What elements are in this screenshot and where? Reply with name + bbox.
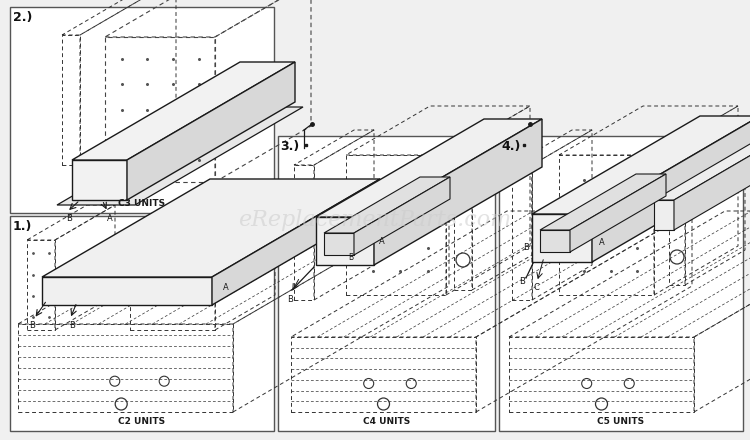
Text: C: C — [533, 283, 539, 293]
Text: B: B — [66, 213, 72, 223]
Polygon shape — [532, 214, 592, 262]
Polygon shape — [354, 177, 450, 255]
Text: B: B — [69, 320, 75, 330]
Bar — [278, 136, 495, 431]
Polygon shape — [57, 107, 303, 205]
Text: B: B — [29, 320, 35, 330]
Text: 1.): 1.) — [13, 220, 32, 233]
Text: A: A — [599, 238, 604, 247]
Text: 4.): 4.) — [502, 140, 521, 154]
Polygon shape — [212, 179, 380, 305]
Bar — [499, 136, 742, 431]
Polygon shape — [540, 230, 570, 252]
Polygon shape — [374, 119, 542, 265]
Polygon shape — [72, 62, 295, 160]
Text: C5 UNITS: C5 UNITS — [597, 417, 644, 425]
Polygon shape — [540, 174, 666, 230]
Polygon shape — [654, 200, 674, 230]
Text: B: B — [519, 278, 525, 286]
Polygon shape — [324, 177, 450, 233]
Text: 3.): 3.) — [280, 140, 300, 154]
Bar — [10, 7, 274, 213]
Polygon shape — [570, 174, 666, 252]
Text: 2.): 2.) — [13, 11, 32, 24]
Text: C2 UNITS: C2 UNITS — [118, 417, 165, 425]
Polygon shape — [592, 116, 750, 262]
Text: B: B — [287, 294, 293, 304]
Polygon shape — [316, 119, 542, 217]
Polygon shape — [72, 160, 127, 200]
Text: eReplacementParts.com: eReplacementParts.com — [238, 209, 512, 231]
Text: B: B — [348, 253, 353, 261]
Polygon shape — [42, 277, 212, 305]
Text: C4 UNITS: C4 UNITS — [363, 417, 410, 425]
Bar — [10, 216, 274, 431]
Text: A: A — [379, 237, 385, 246]
Polygon shape — [654, 144, 750, 200]
Polygon shape — [316, 217, 374, 265]
Polygon shape — [127, 62, 295, 200]
Text: B: B — [523, 243, 529, 252]
Polygon shape — [324, 233, 354, 255]
Polygon shape — [674, 144, 750, 230]
Text: A: A — [224, 282, 229, 291]
Polygon shape — [42, 179, 380, 277]
Text: A: A — [106, 213, 112, 223]
Polygon shape — [532, 116, 750, 214]
Text: C3 UNITS: C3 UNITS — [118, 199, 165, 208]
